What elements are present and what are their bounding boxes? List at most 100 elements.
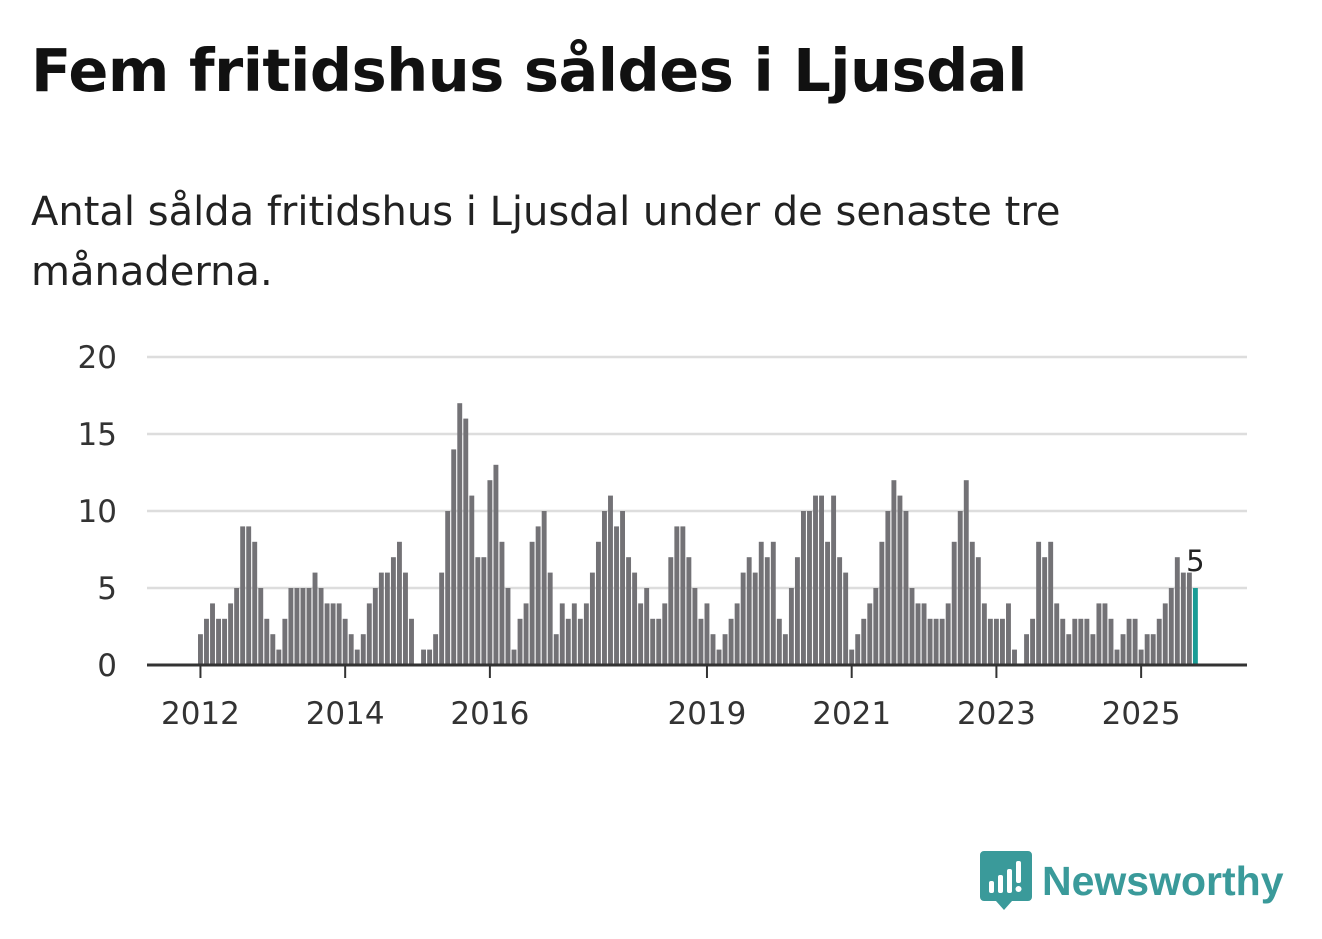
bar [457,403,463,665]
bar [264,618,270,665]
bar [589,572,595,665]
bar [258,588,264,665]
bar [511,649,517,665]
x-tick-label-2012: 2012 [161,696,240,732]
bar [1138,649,1144,665]
bar [999,618,1005,665]
bar [867,603,873,665]
bar [553,634,559,665]
bar [463,418,469,665]
bar [963,480,969,665]
bar [879,541,885,665]
bar [1036,541,1042,665]
bar [674,526,680,665]
bar [843,572,849,665]
bar [222,618,228,665]
bar [1090,634,1096,665]
bar [318,588,324,665]
bar [692,588,698,665]
bar [493,464,499,665]
bar [758,541,764,665]
bar [1048,541,1054,665]
bar [559,603,565,665]
bar [668,557,674,665]
bar [807,511,812,665]
bar [993,618,999,665]
bar [384,572,390,665]
bar [324,603,330,665]
bar [734,603,740,665]
bar [740,572,746,665]
bar [891,480,897,665]
y-tick-label-10: 10 [78,494,117,530]
bar [1060,618,1066,665]
bar [583,603,589,665]
bar [644,588,650,665]
bar [831,495,837,665]
bar [656,618,662,665]
bar [698,618,704,665]
bar [909,588,915,665]
bar [680,526,686,665]
bar [921,603,927,665]
bar [951,541,957,665]
bar [541,511,547,665]
bar [396,541,402,665]
x-tick-label-2016: 2016 [450,696,529,732]
latest-value-label: 5 [1186,544,1204,578]
bar [825,541,831,665]
newsworthy-logo: Newsworthy [980,850,1284,912]
bar [987,618,993,665]
bar [403,572,408,665]
bar [1102,603,1108,665]
bar [517,618,523,665]
bar [981,603,987,665]
bar [481,557,487,665]
bar [1012,649,1017,665]
bar [1162,603,1168,665]
bar [372,588,378,665]
bar [1078,618,1084,665]
bar [933,618,939,665]
y-axis-tick-labels: 0 5 10 15 20 [78,340,117,684]
bar [662,603,668,665]
chart-subtitle: Antal sålda fritidshus i Ljusdal under d… [31,189,1061,295]
bar [927,618,933,665]
bar [421,649,427,665]
bar [204,618,209,665]
x-axis: 2012 2014 2016 2019 2021 2023 2025 [147,663,1247,732]
bar [1144,634,1150,665]
bar [330,603,336,665]
bar [523,603,529,665]
bar [957,511,963,665]
bar [1114,649,1120,665]
bar [342,618,348,665]
bar [577,618,583,665]
bar [939,618,945,665]
bar [1126,618,1132,665]
x-tick-label-2021: 2021 [812,696,891,732]
bar [276,649,282,665]
bar-chart: 0 5 10 15 20 2012 2014 2016 2019 2021 2023 2025 5 [78,340,1247,732]
bar [782,634,788,665]
bar [595,541,601,665]
gridlines [147,355,1247,590]
bar [240,526,246,665]
bar [855,634,861,665]
bar [547,572,553,665]
bar [686,557,692,665]
bar [282,618,288,665]
bar [728,618,734,665]
bar [885,511,891,665]
bar [704,603,710,665]
bar [535,526,541,665]
bar [487,480,493,665]
bar [499,541,505,665]
bar [1186,572,1192,665]
bar [608,495,613,665]
bar [776,618,782,665]
bar [626,557,632,665]
bar [565,618,571,665]
bar [475,557,481,665]
bar [469,495,475,665]
